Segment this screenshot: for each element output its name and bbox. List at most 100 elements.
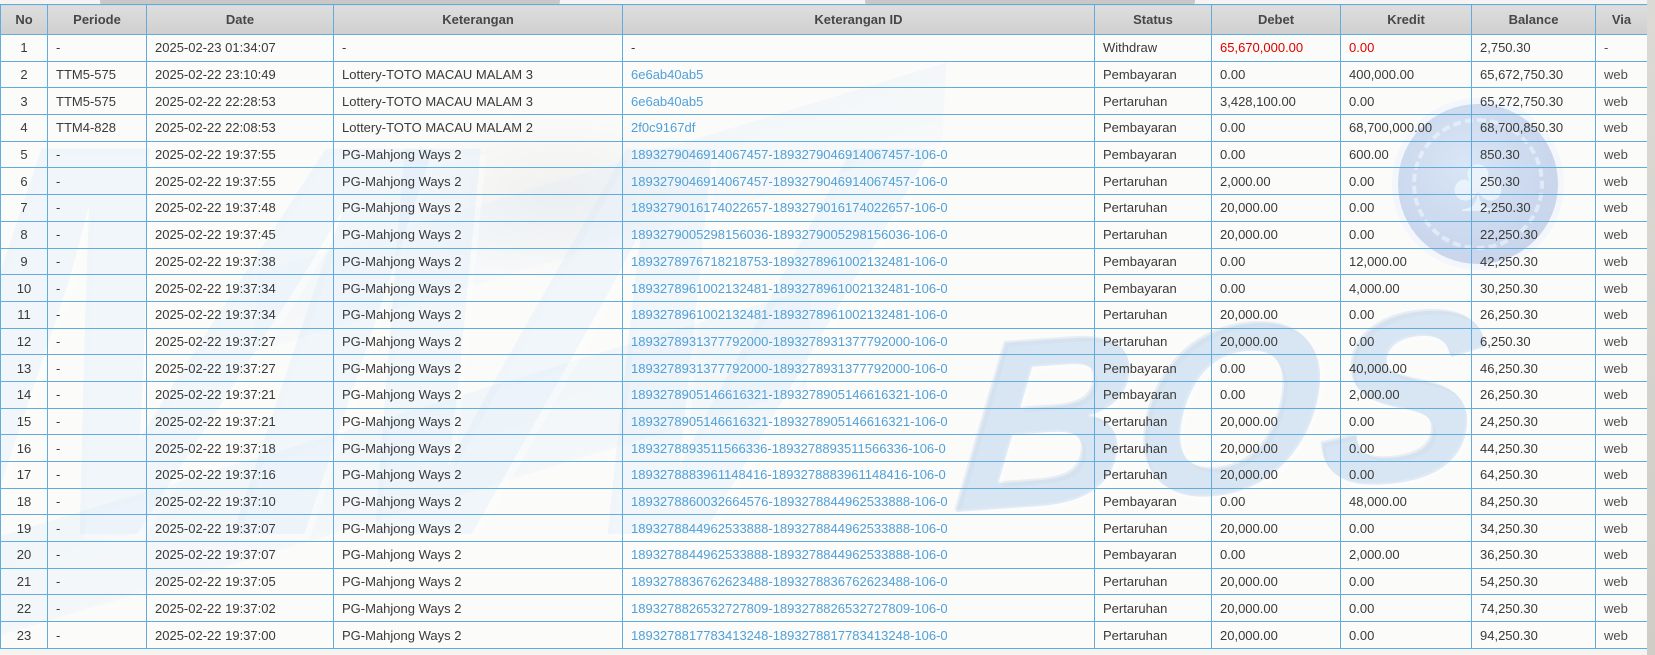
transaction-history-table: No Periode Date Keterangan Keterangan ID…	[0, 4, 1648, 649]
cell-balance: 64,250.30	[1471, 461, 1596, 489]
keterangan-id-link[interactable]: 1893279046914067457-1893279046914067457-…	[631, 173, 948, 189]
keterangan-id-link[interactable]: 1893279046914067457-1893279046914067457-…	[631, 147, 948, 163]
cell-balance: 2,750.30	[1471, 34, 1596, 62]
cell-balance: 74,250.30	[1471, 594, 1596, 623]
table-row: 23-2025-02-22 19:37:00 PG-Mahjong Ways 2 1…	[0, 621, 1648, 649]
cell-keterangan: PG-Mahjong Ways 2	[333, 220, 623, 249]
keterangan-id-link[interactable]: 2f0c9167df	[631, 120, 696, 136]
cell-keterangan_id: 1893278836762623488-1893278836762623488-…	[622, 567, 1095, 596]
table-row: 17-2025-02-22 19:37:16 PG-Mahjong Ways 2 1…	[0, 461, 1648, 489]
column-header-balance: Balance	[1471, 4, 1596, 35]
keterangan-id-link[interactable]: 1893278905146616321-1893278905146616321-…	[631, 413, 948, 429]
keterangan-id-link[interactable]: 1893278961002132481-1893278961002132481-…	[631, 307, 948, 323]
keterangan-id-link[interactable]: 1893278817783413248-1893278817783413248-…	[631, 627, 948, 643]
cell-date: 2025-02-22 19:37:27	[146, 354, 334, 382]
cell-kredit: 12,000.00	[1340, 247, 1472, 276]
cell-periode: -	[47, 274, 147, 302]
keterangan-id-link[interactable]: 1893278826532727809-1893278826532727809-…	[631, 600, 948, 616]
keterangan-id-link[interactable]: 1893278860032664576-1893278844962533888-…	[631, 494, 948, 510]
cell-kredit: 0.00	[1340, 434, 1472, 462]
cell-balance: 94,250.30	[1471, 621, 1596, 649]
cell-no: 13	[0, 354, 48, 382]
cell-keterangan: PG-Mahjong Ways 2	[333, 541, 623, 569]
table-row: 18-2025-02-22 19:37:10 PG-Mahjong Ways 2 1…	[0, 487, 1648, 516]
cell-via: web	[1595, 354, 1648, 382]
cell-debet: 20,000.00	[1211, 194, 1341, 222]
cell-debet: 20,000.00	[1211, 514, 1341, 543]
cell-no: 6	[0, 167, 48, 196]
cell-kredit: 48,000.00	[1340, 487, 1472, 516]
cell-periode: -	[47, 514, 147, 543]
cell-no: 2	[0, 60, 48, 89]
cell-kredit: 40,000.00	[1340, 354, 1472, 382]
keterangan-id-link[interactable]: 1893278844962533888-1893278844962533888-…	[631, 547, 948, 563]
keterangan-id-link[interactable]: 1893278836762623488-1893278836762623488-…	[631, 574, 948, 590]
table-row: 11-2025-02-22 19:37:34 PG-Mahjong Ways 2 1…	[0, 300, 1648, 329]
keterangan-id-link[interactable]: 6e6ab40ab5	[631, 93, 704, 109]
cell-keterangan_id: 1893279046914067457-1893279046914067457-…	[622, 167, 1095, 196]
cell-keterangan_id: 1893278905146616321-1893278905146616321-…	[622, 380, 1095, 409]
cell-periode: TTM5-575	[47, 60, 147, 89]
column-header-kredit: Kredit	[1340, 4, 1472, 35]
cell-date: 2025-02-22 19:37:21	[146, 380, 334, 409]
cell-kredit: 0.00	[1340, 327, 1472, 356]
keterangan-id-link[interactable]: 1893278931377792000-1893278931377792000-…	[631, 333, 948, 349]
cell-via: web	[1595, 487, 1648, 516]
cell-no: 4	[0, 114, 48, 142]
keterangan-id-link[interactable]: 6e6ab40ab5	[631, 67, 704, 83]
keterangan-id-link[interactable]: 1893278883961148416-1893278883961148416-…	[631, 467, 946, 483]
cell-no: 19	[0, 514, 48, 543]
keterangan-id-link[interactable]: 1893278844962533888-1893278844962533888-…	[631, 520, 948, 536]
cell-keterangan: PG-Mahjong Ways 2	[333, 274, 623, 302]
cell-debet: 20,000.00	[1211, 461, 1341, 489]
cell-balance: 54,250.30	[1471, 567, 1596, 596]
keterangan-id-link[interactable]: 1893279016174022657-1893279016174022657-…	[631, 200, 948, 216]
cell-keterangan_id: 1893279016174022657-1893279016174022657-…	[622, 194, 1095, 222]
cell-periode: -	[47, 380, 147, 409]
cell-keterangan_id: 1893278961002132481-1893278961002132481-…	[622, 300, 1095, 329]
cell-no: 20	[0, 541, 48, 569]
cell-kredit: 0.00	[1340, 220, 1472, 249]
cell-via: web	[1595, 514, 1648, 543]
cell-keterangan_id: 1893279046914067457-1893279046914067457-…	[622, 140, 1095, 169]
cell-debet: 0.00	[1211, 247, 1341, 276]
cell-periode: -	[47, 461, 147, 489]
keterangan-id-link[interactable]: 1893278893511566336-1893278893511566336-…	[631, 440, 946, 456]
cell-date: 2025-02-22 19:37:07	[146, 541, 334, 569]
cell-kredit: 2,000.00	[1340, 541, 1472, 569]
cell-periode: -	[47, 407, 147, 436]
cell-keterangan_id: 2f0c9167df	[622, 114, 1095, 142]
cell-kredit: 0.00	[1340, 594, 1472, 623]
keterangan-id-link[interactable]: 1893278976718218753-1893278961002132481-…	[631, 253, 948, 269]
cell-no: 11	[0, 300, 48, 329]
cell-keterangan_id: 1893278883961148416-1893278883961148416-…	[622, 461, 1095, 489]
cell-status: Pembayaran	[1094, 487, 1212, 516]
table-row: 5-2025-02-22 19:37:55 PG-Mahjong Ways 2 18…	[0, 140, 1648, 169]
cell-kredit: 400,000.00	[1340, 60, 1472, 89]
cell-via: web	[1595, 114, 1648, 142]
table-row: 7-2025-02-22 19:37:48 PG-Mahjong Ways 2 18…	[0, 194, 1648, 222]
column-header-status: Status	[1094, 4, 1212, 35]
cell-debet: 0.00	[1211, 541, 1341, 569]
cell-periode: -	[47, 487, 147, 516]
cell-kredit: 2,000.00	[1340, 380, 1472, 409]
cell-date: 2025-02-22 19:37:10	[146, 487, 334, 516]
keterangan-id-link[interactable]: 1893278905146616321-1893278905146616321-…	[631, 387, 948, 403]
table-row: 20-2025-02-22 19:37:07 PG-Mahjong Ways 2 1…	[0, 541, 1648, 569]
scrollbar[interactable]	[1647, 0, 1655, 655]
cell-debet: 0.00	[1211, 487, 1341, 516]
cell-date: 2025-02-22 19:37:45	[146, 220, 334, 249]
cell-debet: 0.00	[1211, 380, 1341, 409]
cell-keterangan: PG-Mahjong Ways 2	[333, 300, 623, 329]
cell-status: Pembayaran	[1094, 60, 1212, 89]
cell-no: 12	[0, 327, 48, 356]
keterangan-id-link[interactable]: 1893278931377792000-1893278931377792000-…	[631, 360, 948, 376]
table-row: 21-2025-02-22 19:37:05 PG-Mahjong Ways 2 1…	[0, 567, 1648, 596]
cell-status: Pertaruhan	[1094, 220, 1212, 249]
cell-debet: 2,000.00	[1211, 167, 1341, 196]
column-header-keterangan-id: Keterangan ID	[622, 4, 1095, 35]
cell-keterangan_id: 1893278844962533888-1893278844962533888-…	[622, 514, 1095, 543]
keterangan-id-link[interactable]: 1893279005298156036-1893279005298156036-…	[631, 227, 948, 243]
keterangan-id-link[interactable]: 1893278961002132481-1893278961002132481-…	[631, 280, 948, 296]
column-header-keterangan: Keterangan	[333, 4, 623, 35]
